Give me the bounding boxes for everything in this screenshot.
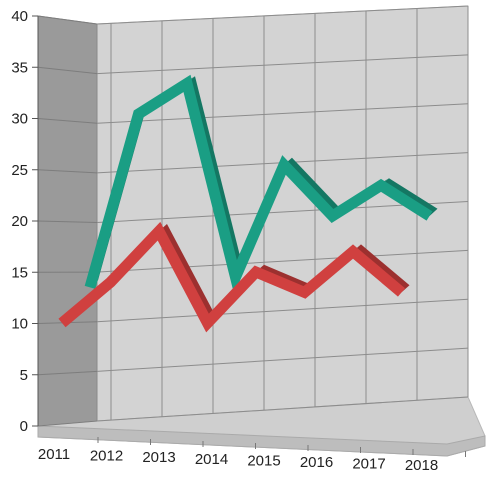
x-tick-label: 2014 (195, 451, 228, 468)
x-tick-label: 2018 (405, 457, 438, 474)
y-tick-label: 40 (11, 8, 28, 25)
x-tick-label: 2011 (38, 446, 70, 463)
x-tick-label: 2016 (300, 454, 333, 471)
y-tick-label: 30 (11, 111, 28, 128)
y-tick-label: 0 (20, 418, 28, 435)
y-tick-label: 5 (20, 367, 28, 384)
y-axis: 0 5 10 15 20 25 30 35 40 (11, 8, 38, 435)
x-tick-label: 2017 (352, 456, 385, 473)
y-tick-label: 20 (11, 213, 28, 230)
back-wall (97, 6, 468, 421)
x-tick-label: 2015 (247, 452, 280, 469)
y-tick-label: 10 (11, 316, 28, 333)
x-tick-label: 2012 (90, 448, 123, 465)
y-tick-label: 35 (11, 59, 28, 76)
y-tick-label: 15 (11, 264, 28, 281)
y-tick-label: 25 (11, 162, 28, 179)
x-tick-label: 2013 (142, 449, 175, 466)
